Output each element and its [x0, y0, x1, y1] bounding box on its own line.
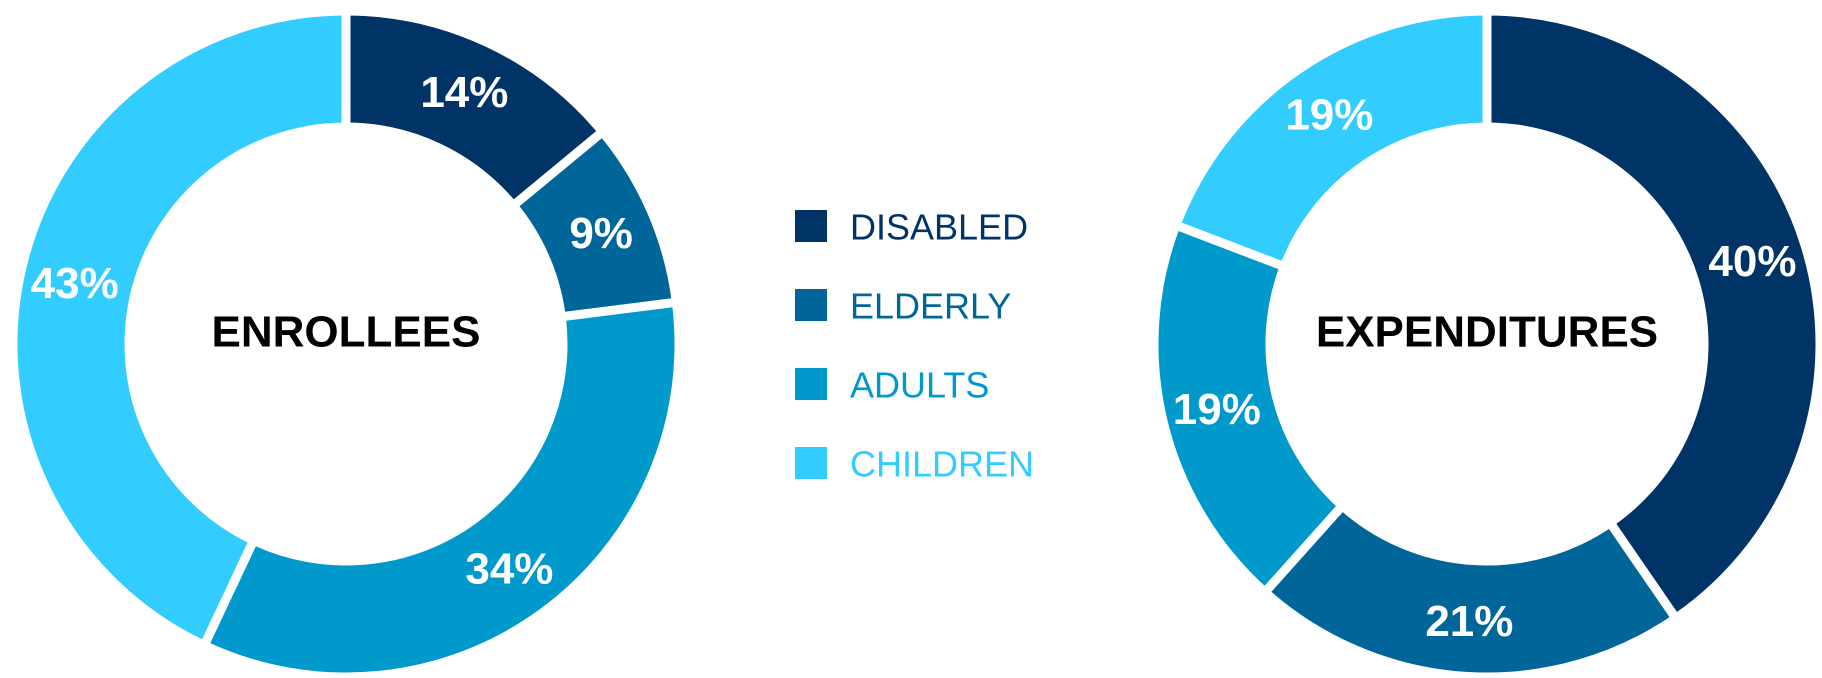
- legend-swatch-disabled: [795, 210, 827, 242]
- legend-swatch-children: [795, 447, 827, 479]
- slice-label-adults: 34%: [465, 544, 553, 593]
- slice-children: [8, 6, 351, 652]
- slice-label-disabled: 40%: [1708, 237, 1796, 286]
- legend-label-disabled: DISABLED: [850, 207, 1028, 248]
- slice-disabled: [1482, 6, 1822, 625]
- legend-label-elderly: ELDERLY: [850, 286, 1011, 327]
- expenditures-donut-chart: 40% 21% 19% 19% EXPENDITURES: [1149, 6, 1822, 678]
- slice-label-elderly: 21%: [1425, 597, 1513, 646]
- slice-label-disabled: 14%: [420, 68, 508, 117]
- legend-label-children: CHILDREN: [850, 444, 1034, 485]
- slice-label-children: 43%: [31, 259, 119, 308]
- legend-swatch-adults: [795, 368, 827, 400]
- slice-adults: [1149, 219, 1349, 599]
- slice-adults: [198, 297, 684, 678]
- enrollees-donut-chart: 14% 9% 34% 43% ENROLLEES: [8, 6, 684, 678]
- slice-label-children: 19%: [1285, 91, 1373, 140]
- slice-label-adults: 19%: [1173, 385, 1261, 434]
- legend: DISABLED ELDERLY ADULTS CHILDREN: [795, 207, 1034, 485]
- chart-title: ENROLLEES: [212, 308, 481, 357]
- slice-elderly: [1258, 499, 1683, 678]
- legend-label-adults: ADULTS: [850, 365, 989, 406]
- slice-label-elderly: 9%: [569, 209, 633, 258]
- legend-swatch-elderly: [795, 289, 827, 321]
- chart-title: EXPENDITURES: [1316, 308, 1658, 357]
- slice-children: [1170, 6, 1492, 273]
